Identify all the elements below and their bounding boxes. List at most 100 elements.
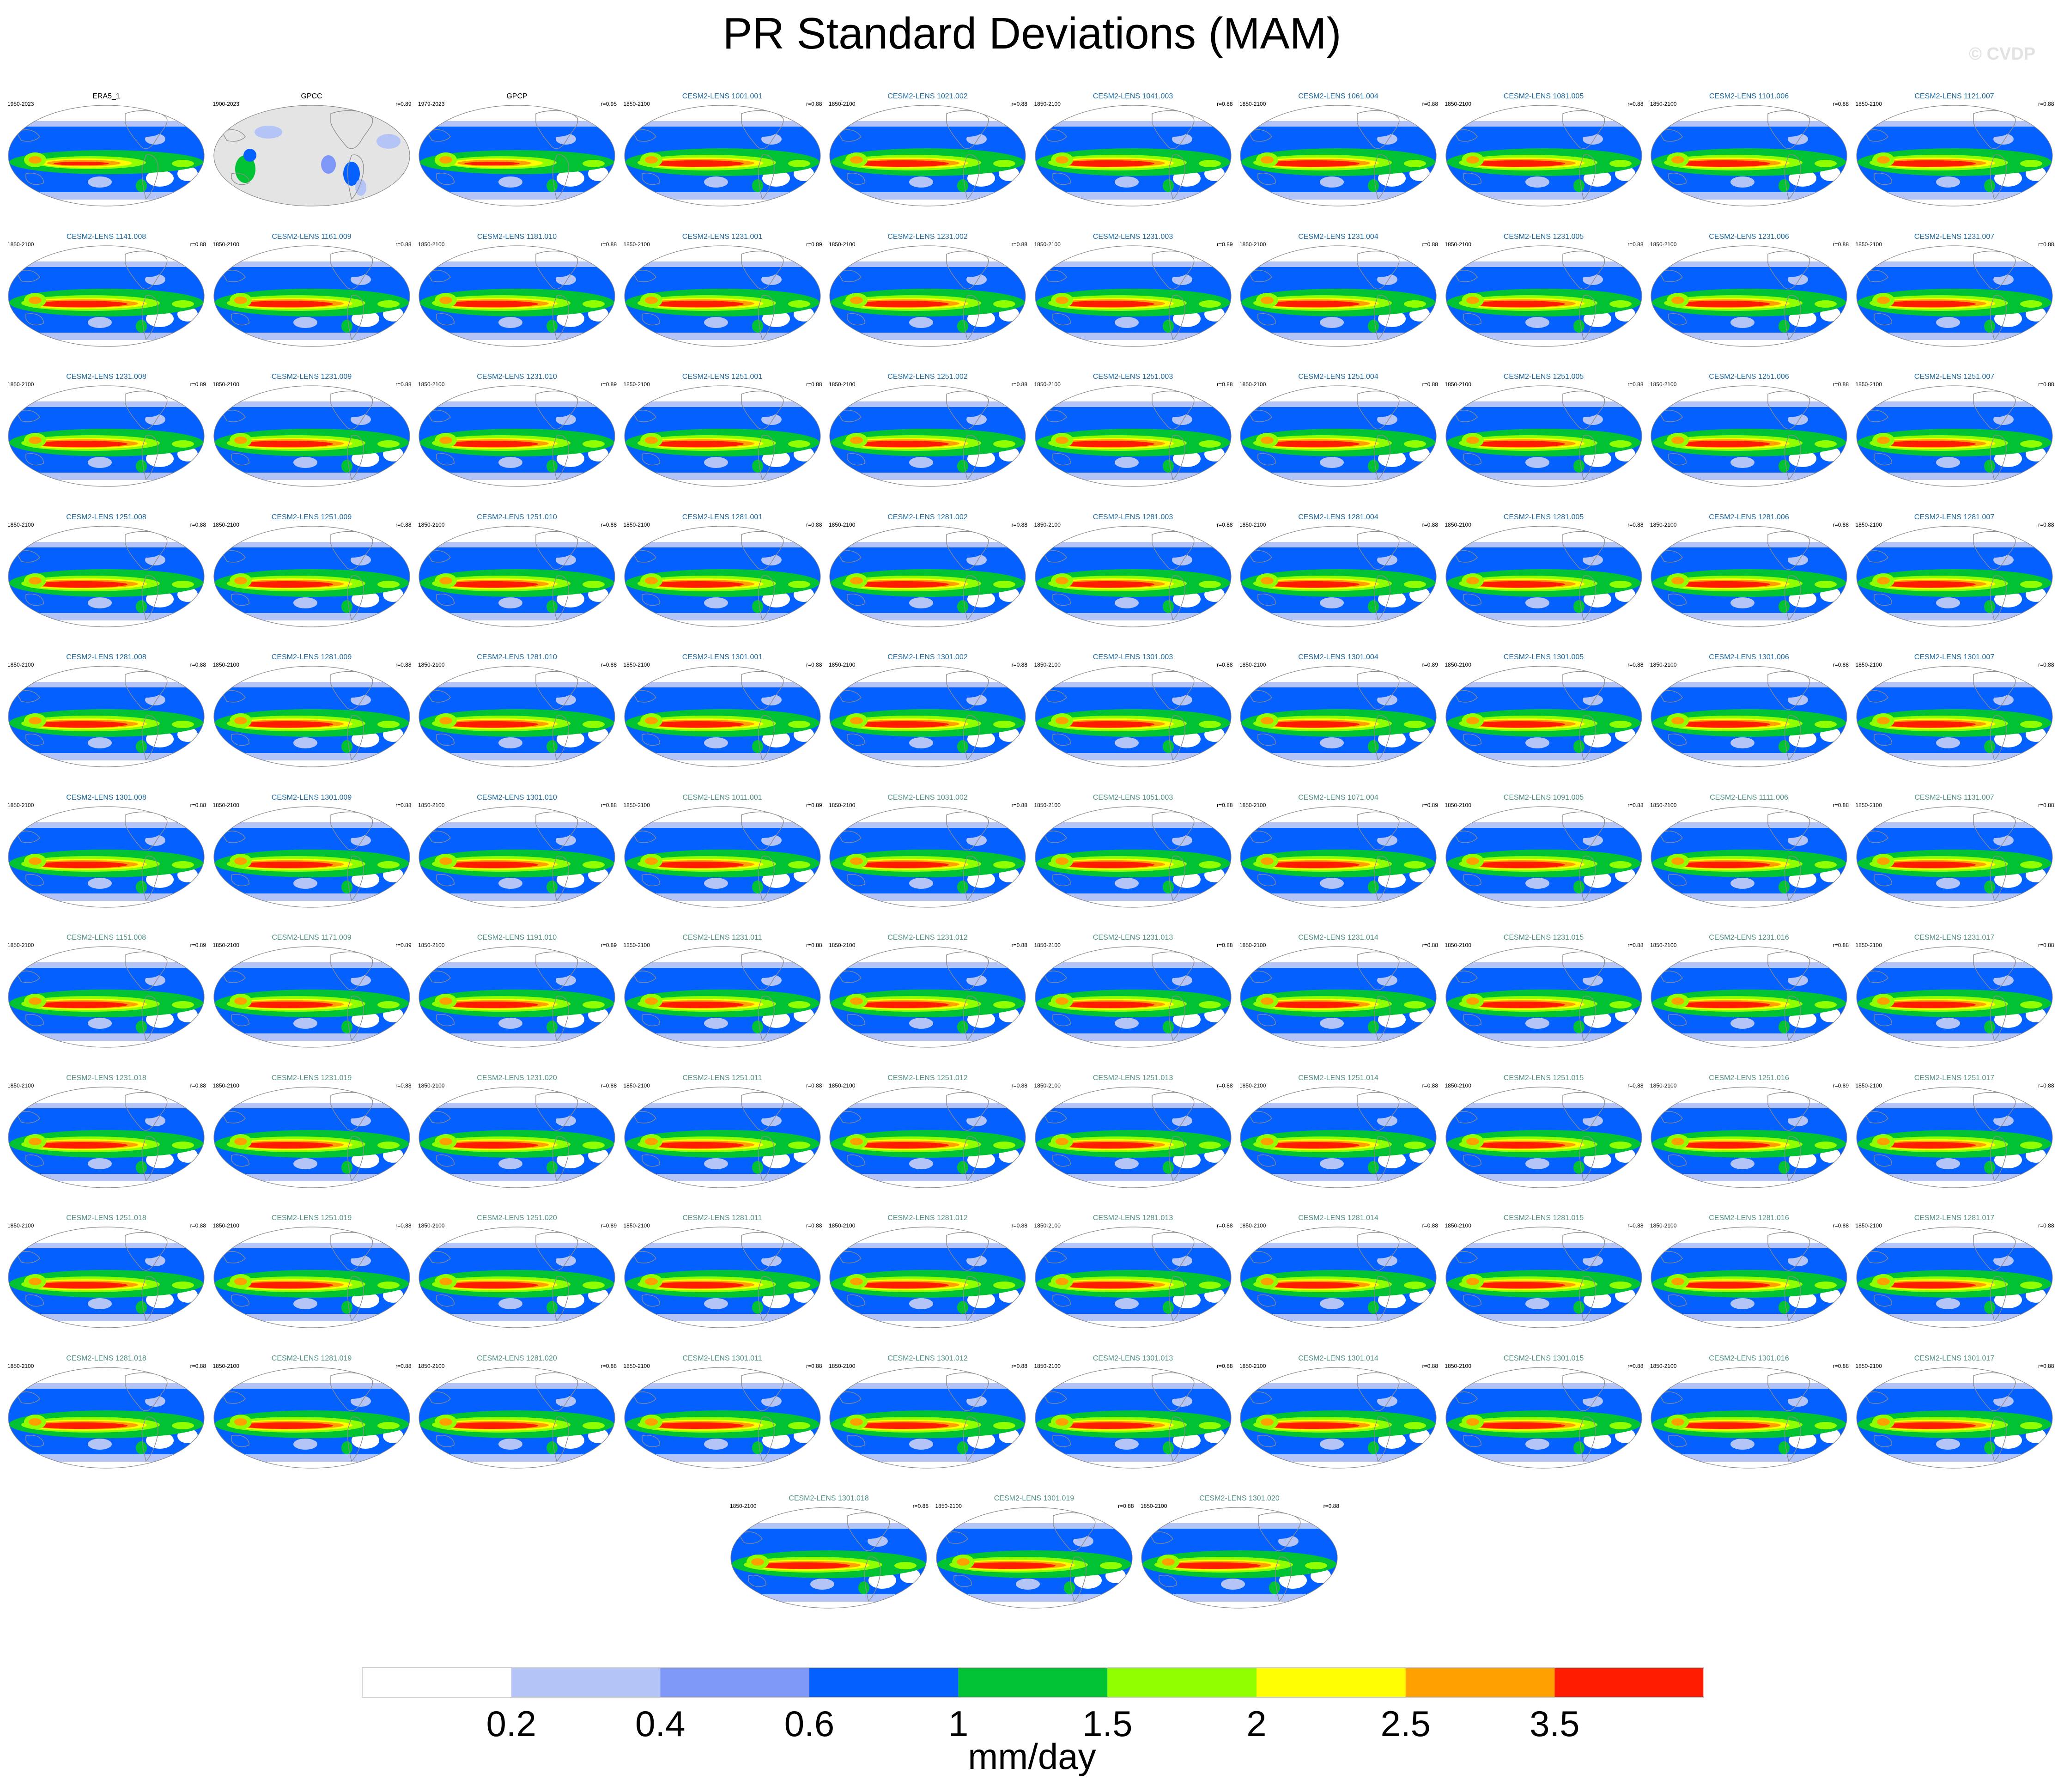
tropical-band-red xyxy=(446,721,538,728)
coastline xyxy=(1579,294,1596,340)
panel-title: CESM2-LENS 1301.002 xyxy=(887,653,968,661)
south-america-green xyxy=(1368,460,1379,473)
warm-pool-orange xyxy=(644,437,658,444)
arctic-low-band xyxy=(1240,105,1436,121)
coastline xyxy=(347,855,364,901)
arctic-low-band xyxy=(1445,947,1642,962)
map-border xyxy=(8,105,205,207)
subtropical-dry-patch xyxy=(1730,1298,1754,1309)
south-america-green xyxy=(546,319,558,333)
tropical-band-red xyxy=(1883,300,1976,307)
panel-title: CESM2-LENS 1301.018 xyxy=(789,1494,869,1502)
south-america-green xyxy=(752,880,763,893)
panel-title: CESM2-LENS 1281.007 xyxy=(1914,513,1995,521)
map-panel: CESM2-LENS 1301.012 1850-2100 r=0.88 xyxy=(825,1355,1030,1495)
midlat-storm-track xyxy=(543,128,571,137)
coastline xyxy=(427,1251,451,1264)
tropical-band-red xyxy=(651,861,744,868)
warm-pool-orange xyxy=(1876,1278,1890,1285)
warm-pool-orange xyxy=(1671,156,1684,164)
coastline xyxy=(552,294,569,340)
arctic-low-band xyxy=(624,105,820,121)
map-border xyxy=(419,1227,615,1328)
northern-band xyxy=(731,1523,927,1529)
map-panel: CESM2-LENS 1301.010 1850-2100 r=0.88 xyxy=(414,794,619,934)
tropical-band-red xyxy=(240,441,333,447)
midlat-storm-track xyxy=(1159,128,1187,137)
coastline xyxy=(847,1434,865,1447)
coastline xyxy=(1668,1154,1687,1166)
tropical-band-red xyxy=(1883,441,1976,447)
map-border xyxy=(730,1507,927,1609)
atlantic-itcz xyxy=(583,721,605,728)
panel-pattern-correlation: r=0.88 xyxy=(1217,662,1233,668)
map-border xyxy=(213,1367,410,1469)
coastline xyxy=(1668,1014,1687,1027)
tropical-band-red xyxy=(1472,861,1565,868)
midlat-storm-track xyxy=(132,688,160,698)
subtropical-dry-patch xyxy=(1114,737,1139,748)
subtropical-dry-patch xyxy=(704,597,728,608)
coastline xyxy=(1463,1294,1481,1307)
map-panel: CESM2-LENS 1281.002 1850-2100 r=0.88 xyxy=(825,513,1030,654)
panel-years: 1850-2100 xyxy=(623,1362,650,1369)
coastline xyxy=(231,1154,249,1166)
subtropical-dry-patch xyxy=(1936,597,1960,608)
coastline xyxy=(25,453,44,466)
atlantic-itcz xyxy=(993,1141,1015,1149)
panel-years: 1850-2100 xyxy=(418,1222,445,1229)
coastline xyxy=(1052,874,1071,886)
northern-band xyxy=(419,401,615,407)
arctic-low-band xyxy=(830,1087,1026,1103)
coastline xyxy=(141,996,158,1041)
map-border xyxy=(1651,1086,1847,1188)
atlantic-itcz xyxy=(172,1001,194,1008)
subtropical-dry-patch xyxy=(1525,1018,1549,1029)
panel-title: CESM2-LENS 1251.004 xyxy=(1298,373,1378,381)
arctic-low-band xyxy=(1651,526,1847,542)
panel-title: CESM2-LENS 1251.005 xyxy=(1503,373,1584,381)
coastline xyxy=(632,269,656,282)
warm-pool-orange xyxy=(1055,1278,1068,1285)
panel-pattern-correlation: r=0.88 xyxy=(1217,802,1233,808)
south-america-green xyxy=(1984,460,1995,473)
arctic-low-band xyxy=(1856,1367,2052,1383)
coastline xyxy=(632,971,656,983)
northern-band xyxy=(419,1383,615,1389)
warm-pool-orange xyxy=(1466,437,1479,444)
warm-pool-orange xyxy=(1876,717,1890,724)
coastline xyxy=(1990,154,2007,200)
arctic-low-band xyxy=(8,105,204,121)
arctic-low-band xyxy=(213,1227,410,1243)
midlat-storm-track xyxy=(1569,408,1597,417)
panel-title: CESM2-LENS 1251.017 xyxy=(1914,1074,1995,1082)
atlantic-itcz xyxy=(583,1421,605,1429)
coastline xyxy=(1257,313,1276,325)
coastline xyxy=(1373,294,1390,340)
warm-pool-orange xyxy=(439,296,452,304)
panel-title: CESM2-LENS 1251.015 xyxy=(1503,1074,1584,1082)
coastline xyxy=(1257,593,1276,606)
northern-band xyxy=(1240,261,1436,267)
panel-title: CESM2-LENS 1231.011 xyxy=(682,934,762,942)
panel-pattern-correlation: r=0.89 xyxy=(1833,1082,1849,1089)
south-america-green xyxy=(1984,880,1995,893)
arctic-low-band xyxy=(830,245,1026,261)
arctic-low-band xyxy=(936,1507,1132,1523)
subtropical-dry-patch xyxy=(909,176,933,188)
precip-std-map xyxy=(419,1227,615,1328)
coastline xyxy=(1463,1154,1481,1166)
warm-pool-orange xyxy=(29,857,42,865)
midlat-storm-track xyxy=(1775,1109,1803,1118)
midlat-storm-track xyxy=(1364,688,1392,698)
northern-band xyxy=(8,261,204,267)
south-america-green xyxy=(1779,460,1790,473)
coastline xyxy=(427,1391,451,1404)
tropical-band-red xyxy=(446,1282,538,1288)
atlantic-itcz xyxy=(377,300,400,308)
tropical-band-red xyxy=(54,162,109,165)
midlat-storm-track xyxy=(1775,408,1803,417)
south-america-green xyxy=(1162,1021,1174,1033)
panel-pattern-correlation: r=0.88 xyxy=(912,1503,929,1509)
panel-years: 1850-2100 xyxy=(1650,662,1677,668)
